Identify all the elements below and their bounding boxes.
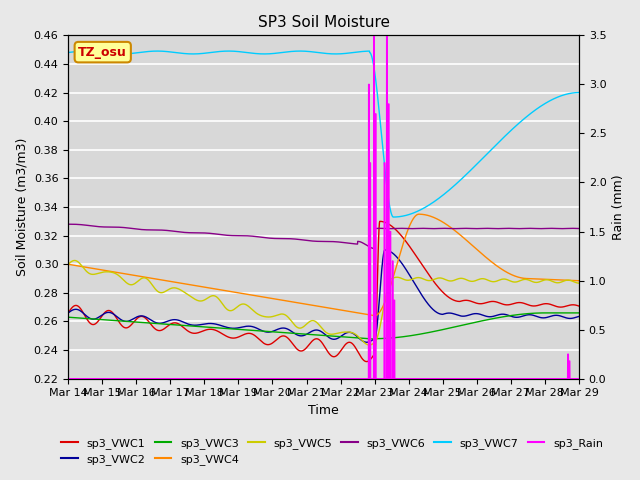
sp3_VWC7 [382, 178, 390, 183]
sp3_VWC4 [575, 278, 582, 284]
sp3_VWC6 [173, 229, 181, 235]
sp3_VWC3 [527, 311, 534, 316]
sp3_VWC6 [575, 226, 583, 231]
sp3_VWC7 [207, 49, 215, 55]
sp3_VWC2 [373, 323, 381, 328]
sp3_VWC7 [174, 50, 182, 56]
sp3_Rain [370, 33, 378, 38]
sp3_VWC2 [575, 313, 582, 319]
sp3_VWC3 [373, 336, 381, 342]
sp3_Rain [173, 376, 181, 382]
sp3_VWC1 [207, 326, 214, 332]
sp3_Rain [373, 376, 381, 382]
sp3_VWC1 [382, 220, 390, 226]
Text: TZ_osu: TZ_osu [78, 46, 127, 59]
sp3_VWC1 [575, 303, 582, 309]
sp3_VWC6 [575, 226, 582, 231]
Legend: sp3_VWC1, sp3_VWC2, sp3_VWC3, sp3_VWC4, sp3_VWC5, sp3_VWC6, sp3_VWC7, sp3_Rain: sp3_VWC1, sp3_VWC2, sp3_VWC3, sp3_VWC4, … [57, 433, 607, 469]
sp3_VWC2 [527, 312, 534, 318]
sp3_VWC1 [64, 310, 72, 316]
Line: sp3_VWC1: sp3_VWC1 [68, 221, 579, 361]
sp3_VWC7 [390, 214, 397, 220]
sp3_VWC7 [373, 89, 381, 95]
sp3_VWC5 [382, 291, 390, 297]
X-axis label: Time: Time [308, 404, 339, 417]
sp3_Rain [207, 376, 214, 382]
Y-axis label: Rain (mm): Rain (mm) [612, 174, 625, 240]
sp3_Rain [527, 376, 534, 382]
sp3_VWC3 [371, 336, 378, 342]
sp3_Rain [382, 376, 390, 382]
sp3_VWC7 [575, 90, 582, 96]
sp3_VWC6 [527, 226, 534, 231]
sp3_VWC2 [64, 310, 72, 316]
sp3_Rain [575, 376, 583, 382]
sp3_VWC1 [363, 359, 371, 364]
Line: sp3_VWC6: sp3_VWC6 [68, 224, 579, 249]
sp3_VWC2 [207, 321, 214, 326]
Title: SP3 Soil Moisture: SP3 Soil Moisture [257, 15, 390, 30]
sp3_VWC5 [207, 293, 215, 299]
sp3_VWC5 [365, 342, 373, 348]
sp3_VWC2 [381, 247, 388, 253]
sp3_VWC4 [371, 313, 379, 319]
sp3_VWC7 [527, 110, 534, 116]
sp3_VWC4 [415, 211, 423, 217]
sp3_Rain [575, 376, 582, 382]
sp3_VWC2 [575, 313, 583, 319]
sp3_VWC3 [64, 314, 72, 320]
sp3_VWC6 [207, 230, 214, 236]
sp3_VWC6 [382, 226, 390, 231]
sp3_VWC7 [64, 49, 72, 55]
Line: sp3_VWC3: sp3_VWC3 [68, 313, 579, 339]
sp3_VWC5 [575, 280, 582, 286]
sp3_VWC1 [373, 287, 381, 293]
sp3_VWC6 [373, 226, 381, 231]
sp3_VWC7 [575, 90, 583, 96]
sp3_VWC1 [527, 303, 534, 309]
sp3_VWC4 [173, 280, 181, 286]
sp3_VWC4 [527, 276, 534, 282]
sp3_VWC3 [575, 310, 583, 316]
Line: sp3_Rain: sp3_Rain [68, 36, 579, 379]
Line: sp3_VWC4: sp3_VWC4 [68, 214, 579, 316]
sp3_VWC5 [70, 258, 78, 264]
Y-axis label: Soil Moisture (m3/m3): Soil Moisture (m3/m3) [15, 138, 28, 276]
sp3_VWC4 [575, 278, 583, 284]
sp3_VWC5 [575, 280, 583, 286]
sp3_VWC4 [373, 312, 381, 318]
sp3_VWC5 [174, 286, 182, 291]
sp3_VWC7 [154, 48, 161, 54]
sp3_VWC3 [575, 310, 582, 316]
sp3_VWC2 [382, 247, 390, 253]
sp3_VWC5 [374, 335, 381, 340]
Line: sp3_VWC2: sp3_VWC2 [68, 250, 579, 342]
sp3_VWC1 [173, 321, 181, 326]
sp3_VWC2 [363, 339, 371, 345]
sp3_VWC3 [207, 324, 214, 330]
sp3_VWC3 [173, 322, 181, 328]
sp3_VWC3 [541, 310, 549, 316]
Line: sp3_VWC5: sp3_VWC5 [68, 261, 579, 345]
sp3_VWC4 [382, 296, 390, 302]
sp3_VWC5 [64, 262, 72, 267]
sp3_VWC3 [382, 336, 390, 341]
sp3_VWC2 [173, 317, 181, 323]
Line: sp3_VWC7: sp3_VWC7 [68, 51, 579, 217]
sp3_VWC6 [371, 246, 378, 252]
sp3_Rain [64, 376, 72, 382]
sp3_VWC1 [376, 218, 383, 224]
sp3_VWC4 [207, 285, 214, 291]
sp3_VWC1 [575, 303, 583, 309]
sp3_VWC4 [64, 262, 72, 267]
sp3_VWC6 [64, 221, 72, 227]
sp3_VWC5 [527, 278, 534, 284]
